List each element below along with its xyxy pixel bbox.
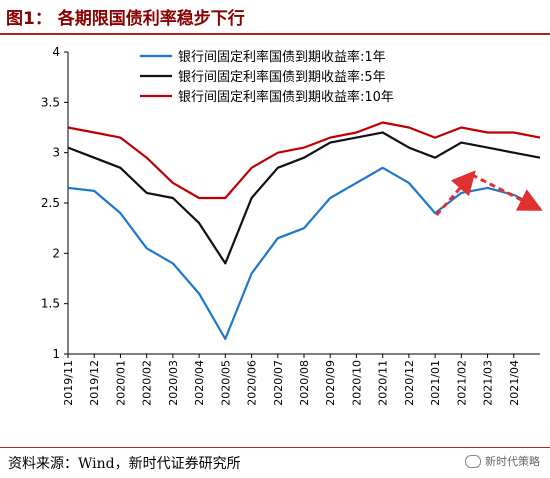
x-tick-label: 2020/06 [246, 360, 259, 406]
y-tick-label: 1.5 [41, 297, 60, 311]
x-tick-label: 2021/02 [455, 360, 468, 406]
y-tick-label: 3.5 [41, 95, 60, 109]
legend: 银行间固定利率国债到期收益率:1年银行间固定利率国债到期收益率:5年银行间固定利… [140, 49, 394, 105]
trend-arrow [471, 173, 543, 211]
axes: 1 1.5 2 2.5 3 3.5 4 2019/11 2019/12 2020/01 2020/0… [41, 45, 540, 406]
y-tick-label: 2 [52, 246, 60, 260]
y-tick-label: 4 [52, 45, 60, 59]
source-note: 资料来源：Wind，新时代证券研究所 [8, 456, 241, 472]
x-tick-label: 2020/01 [114, 360, 127, 406]
series-line [67, 131, 541, 265]
watermark-text: 新时代策略 [485, 455, 540, 468]
x-tick-label: 2020/10 [350, 360, 363, 406]
wechat-icon [465, 454, 481, 468]
x-tick-label: 2020/02 [141, 360, 154, 406]
chart-title: 图1： 各期限国债利率稳步下行 [6, 9, 245, 29]
x-tick-label: 2021/04 [508, 360, 521, 406]
annotation-layer [435, 170, 543, 217]
legend-label: 银行间固定利率国债到期收益率:1年 [178, 49, 386, 65]
x-tick-label: 2020/07 [272, 360, 285, 406]
series-line [67, 166, 541, 340]
y-tick-label: 1 [52, 347, 60, 361]
legend-label: 银行间固定利率国债到期收益率:10年 [178, 89, 394, 105]
series-line [67, 121, 541, 200]
legend-label: 银行间固定利率国债到期收益率:5年 [178, 69, 386, 85]
x-tick-label: 2021/03 [482, 360, 495, 406]
trend-arrow [435, 170, 476, 217]
line-chart: 1 1.5 2 2.5 3 3.5 4 2019/11 2019/12 2020/01 2020/0… [41, 45, 543, 406]
x-tick-label: 2021/01 [429, 360, 442, 406]
x-tick-label: 2019/11 [62, 360, 75, 406]
x-tick-label: 2020/03 [167, 360, 180, 406]
title-rule [0, 33, 550, 35]
y-tick-label: 2.5 [41, 196, 60, 210]
x-tick-label: 2020/05 [219, 360, 232, 406]
x-tick-label: 2020/11 [377, 360, 390, 406]
x-tick-label: 2020/12 [403, 360, 416, 406]
x-tick-label: 2020/04 [193, 360, 206, 406]
x-tick-label: 2019/12 [88, 360, 101, 406]
x-tick-label: 2020/08 [298, 360, 311, 406]
series-layer [67, 121, 541, 340]
source-rule [0, 447, 550, 448]
y-tick-label: 3 [52, 146, 60, 160]
watermark: 新时代策略 [465, 453, 540, 469]
x-tick-label: 2020/09 [324, 360, 337, 406]
